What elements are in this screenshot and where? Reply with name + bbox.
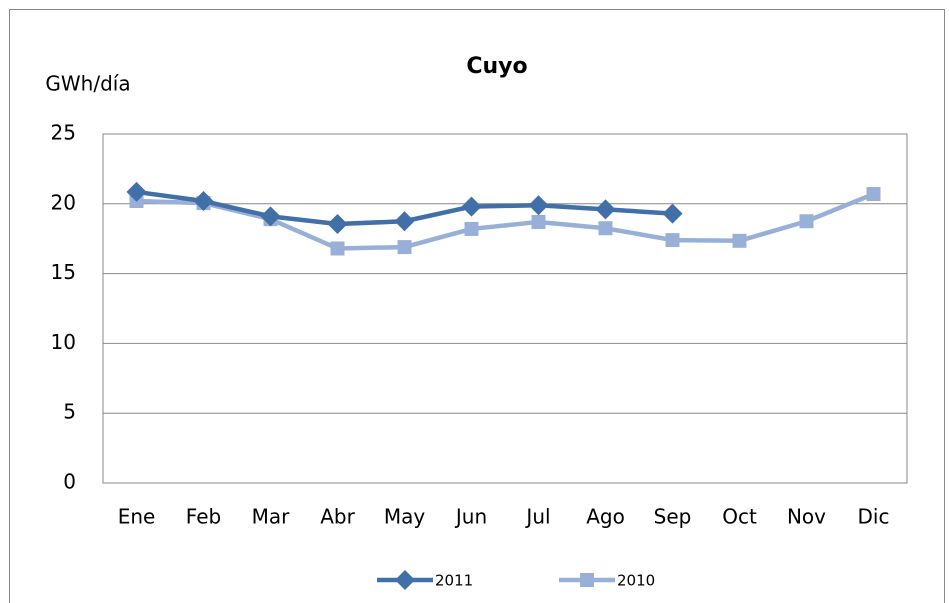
- plot-border: [102, 133, 908, 484]
- x-tick-label: Nov: [787, 505, 826, 529]
- marker: [397, 240, 412, 255]
- marker: [395, 570, 415, 590]
- x-tick-label: Feb: [186, 505, 221, 529]
- marker: [595, 199, 616, 220]
- marker: [662, 203, 683, 224]
- marker: [193, 191, 214, 212]
- x-tick-label: Oct: [722, 505, 757, 529]
- y-tick-label: 15: [51, 260, 76, 284]
- y-axis-label: GWh/día: [45, 72, 130, 96]
- marker: [665, 233, 680, 248]
- y-tick-label: 10: [51, 330, 76, 354]
- y-tick-label: 5: [63, 400, 76, 424]
- legend-label: 2010: [617, 572, 655, 590]
- x-tick-label: Ene: [118, 505, 156, 529]
- marker: [394, 211, 415, 232]
- x-tick-label: Abr: [320, 505, 355, 529]
- x-tick-label: Jun: [454, 505, 487, 529]
- series-line: [136, 191, 875, 251]
- chart-title: Cuyo: [466, 54, 527, 79]
- marker: [598, 221, 613, 236]
- marker: [464, 221, 479, 236]
- legend-label: 2011: [435, 572, 473, 590]
- x-tick-label: Dic: [858, 505, 890, 529]
- marker: [327, 214, 348, 235]
- y-tick-label: 20: [51, 190, 76, 214]
- marker: [799, 214, 814, 229]
- y-tick-label: 0: [63, 470, 76, 494]
- marker: [126, 181, 147, 202]
- marker: [580, 573, 594, 587]
- marker: [531, 214, 546, 229]
- x-tick-label: Mar: [252, 505, 291, 529]
- marker: [461, 196, 482, 217]
- x-tick-label: Ago: [586, 505, 625, 529]
- marker: [866, 187, 881, 202]
- marker: [260, 206, 281, 227]
- marker: [528, 195, 549, 216]
- x-tick-label: Sep: [654, 505, 692, 529]
- marker: [732, 233, 747, 248]
- x-tick-label: May: [384, 505, 426, 529]
- marker: [330, 241, 345, 256]
- x-tick-label: Jul: [524, 505, 550, 529]
- chart-border: [9, 9, 945, 603]
- y-tick-label: 25: [51, 121, 76, 145]
